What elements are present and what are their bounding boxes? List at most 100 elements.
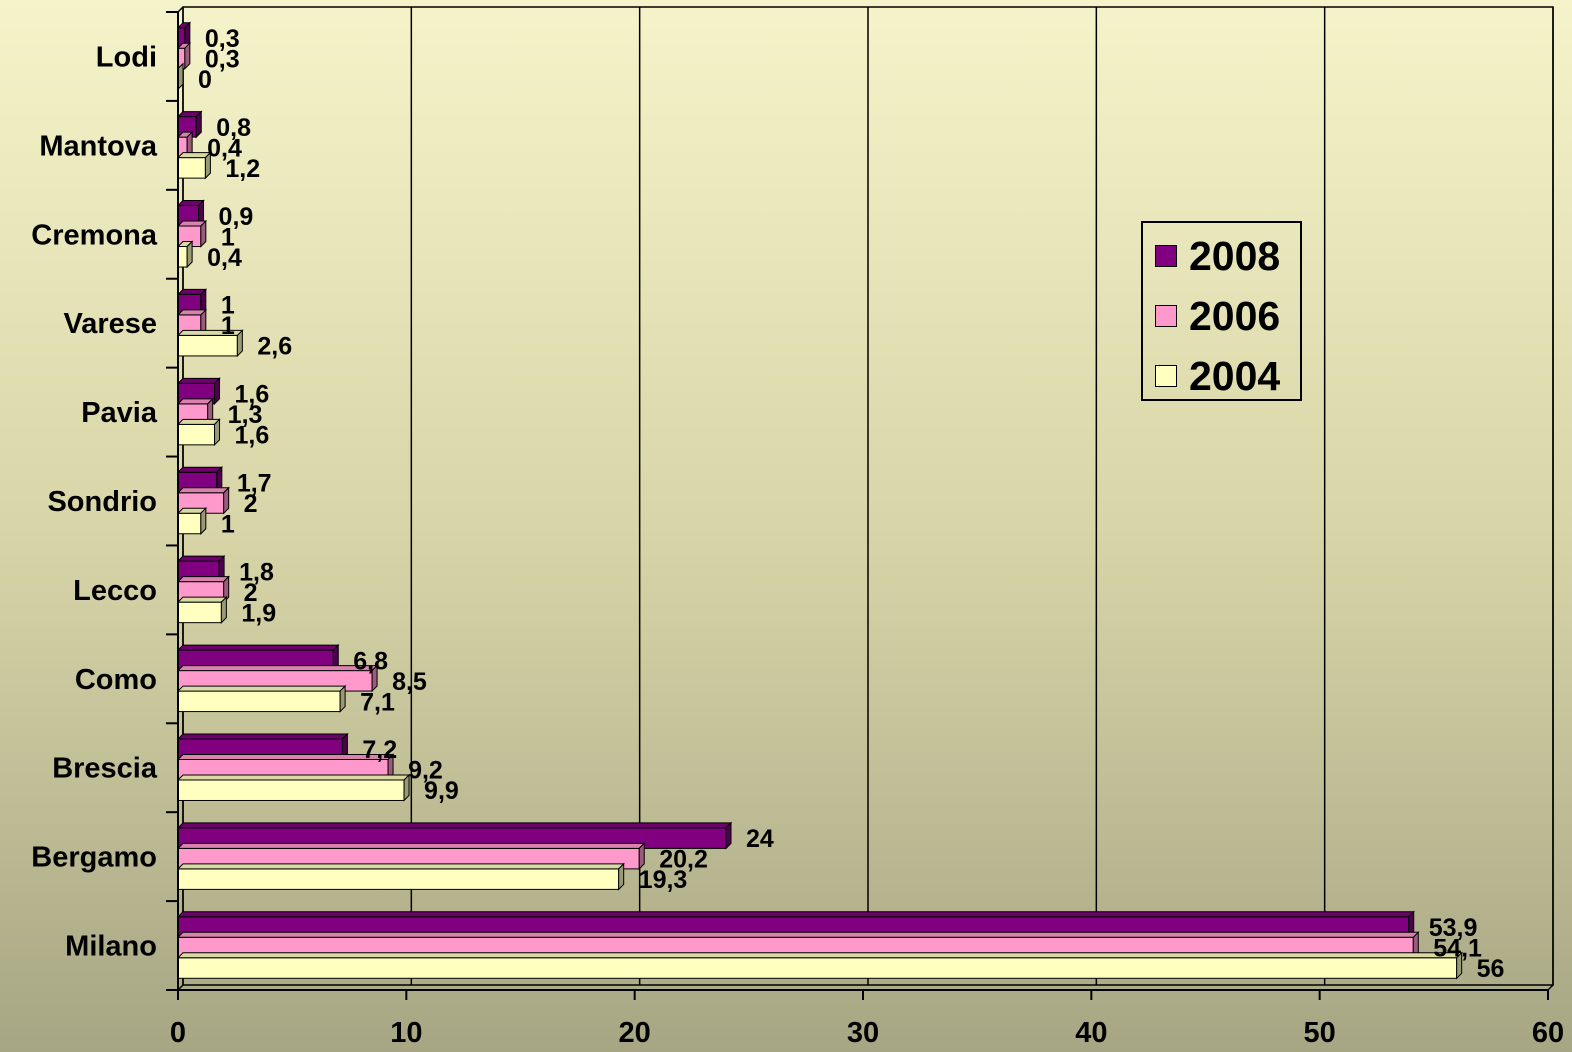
- bar-top: [176, 931, 1420, 938]
- legend-label-2008: 2008: [1189, 233, 1281, 279]
- category-label: Bergamo: [31, 842, 157, 874]
- category-label: Milano: [65, 931, 157, 963]
- bar-top: [176, 774, 411, 781]
- data-label: 53,9: [1429, 914, 1478, 942]
- data-label: 1,7: [237, 470, 272, 498]
- data-label: 1,2: [225, 155, 260, 183]
- data-label: 0,4: [207, 134, 242, 162]
- data-label: 2: [244, 579, 258, 607]
- data-label: 0,8: [216, 114, 251, 142]
- category-label: Pavia: [81, 397, 158, 429]
- bar: [177, 690, 341, 713]
- axis-corner: [177, 984, 184, 991]
- bar-side: [236, 329, 243, 358]
- bar-side: [725, 821, 732, 850]
- bar-top: [176, 753, 395, 760]
- data-label: 56: [1477, 955, 1505, 983]
- bar-side: [214, 377, 221, 406]
- category-label: Mantova: [39, 130, 158, 162]
- bar-top: [176, 596, 228, 603]
- data-label: 1,9: [241, 599, 276, 627]
- data-label: 0,3: [205, 45, 240, 73]
- bar-top: [176, 685, 347, 692]
- data-label: 1: [221, 511, 235, 539]
- bar-top: [176, 665, 379, 672]
- bar-side: [223, 486, 230, 515]
- bar-side: [200, 507, 207, 535]
- x-tick-label: 30: [847, 1017, 879, 1049]
- legend-swatch-2006: [1155, 305, 1177, 327]
- bar-top: [176, 466, 224, 473]
- bar-side: [371, 664, 378, 693]
- legend-label-2006: 2006: [1189, 293, 1281, 339]
- bar-side: [1456, 951, 1463, 980]
- axis-corner: [1547, 984, 1554, 991]
- data-label: 9,9: [424, 777, 459, 805]
- bar-side: [214, 418, 221, 447]
- bar-top: [176, 822, 733, 829]
- legend-swatch-2008: [1155, 245, 1177, 267]
- category-label: Varese: [63, 308, 157, 340]
- bar-top: [176, 952, 1463, 959]
- data-label: 1,6: [235, 422, 270, 450]
- bar-top: [176, 487, 230, 494]
- category-labels: Lodi Mantova Cremona Varese Pavia Sondrio Lecc…: [31, 41, 158, 962]
- bar-side: [204, 151, 211, 180]
- bars: [176, 21, 1463, 980]
- x-tick-label: 40: [1075, 1017, 1107, 1049]
- bar-top: [176, 644, 340, 651]
- category-label: Como: [75, 664, 157, 696]
- legend-label-2004: 2004: [1189, 353, 1281, 399]
- category-label: Cremona: [31, 219, 158, 251]
- legend: 2008 2006 2004: [1141, 221, 1302, 401]
- data-label: 0,9: [219, 203, 254, 231]
- x-tick-label: 20: [619, 1017, 651, 1049]
- bar: [177, 779, 405, 801]
- category-label: Sondrio: [47, 486, 157, 518]
- x-tick-label: 60: [1532, 1017, 1564, 1049]
- data-label: 20,2: [659, 846, 708, 874]
- bar-top: [176, 398, 214, 405]
- gridlines: [182, 6, 1554, 986]
- bar: [177, 957, 1458, 979]
- category-label: Lecco: [73, 575, 157, 607]
- bar-top: [176, 555, 226, 562]
- bar-side: [200, 219, 207, 248]
- data-label: 0,4: [207, 244, 242, 272]
- data-label: 8,5: [392, 668, 427, 696]
- data-label: 1: [221, 223, 235, 251]
- bar: [177, 423, 216, 446]
- bar-top: [176, 733, 349, 740]
- bar-side: [403, 773, 410, 802]
- category-label: Lodi: [96, 41, 157, 73]
- category-label: Brescia: [52, 753, 158, 785]
- data-label: 1: [221, 292, 235, 320]
- data-label: 7,2: [362, 736, 397, 764]
- data-label: 0,3: [205, 25, 240, 53]
- legend-item-2008: 2008: [1155, 233, 1281, 279]
- data-label: 19,3: [639, 866, 688, 894]
- bar-top: [176, 377, 221, 384]
- bar-top: [176, 911, 1415, 918]
- bar: [177, 868, 620, 890]
- bar-side: [223, 575, 230, 604]
- axis-corner: [177, 6, 184, 13]
- data-label: 0: [198, 66, 212, 94]
- data-label: 1,8: [239, 558, 274, 586]
- data-labels: 0,30,300,80,41,20,910,4112,61,61,31,61,7…: [198, 25, 1504, 983]
- x-tick-label: 10: [390, 1017, 422, 1049]
- bar: [177, 512, 202, 535]
- data-label: 1,3: [228, 401, 263, 429]
- data-label: 1: [221, 312, 235, 340]
- bar-side: [195, 110, 202, 139]
- bar-top: [176, 576, 230, 583]
- bar-side: [184, 41, 191, 70]
- legend-swatch-2004: [1155, 365, 1177, 387]
- axes: [166, 6, 1554, 1000]
- x-tick-label: 50: [1304, 1017, 1336, 1049]
- bar: [177, 157, 206, 179]
- bar-top: [176, 842, 646, 849]
- bar: [177, 601, 222, 624]
- data-label: 2,6: [257, 333, 292, 361]
